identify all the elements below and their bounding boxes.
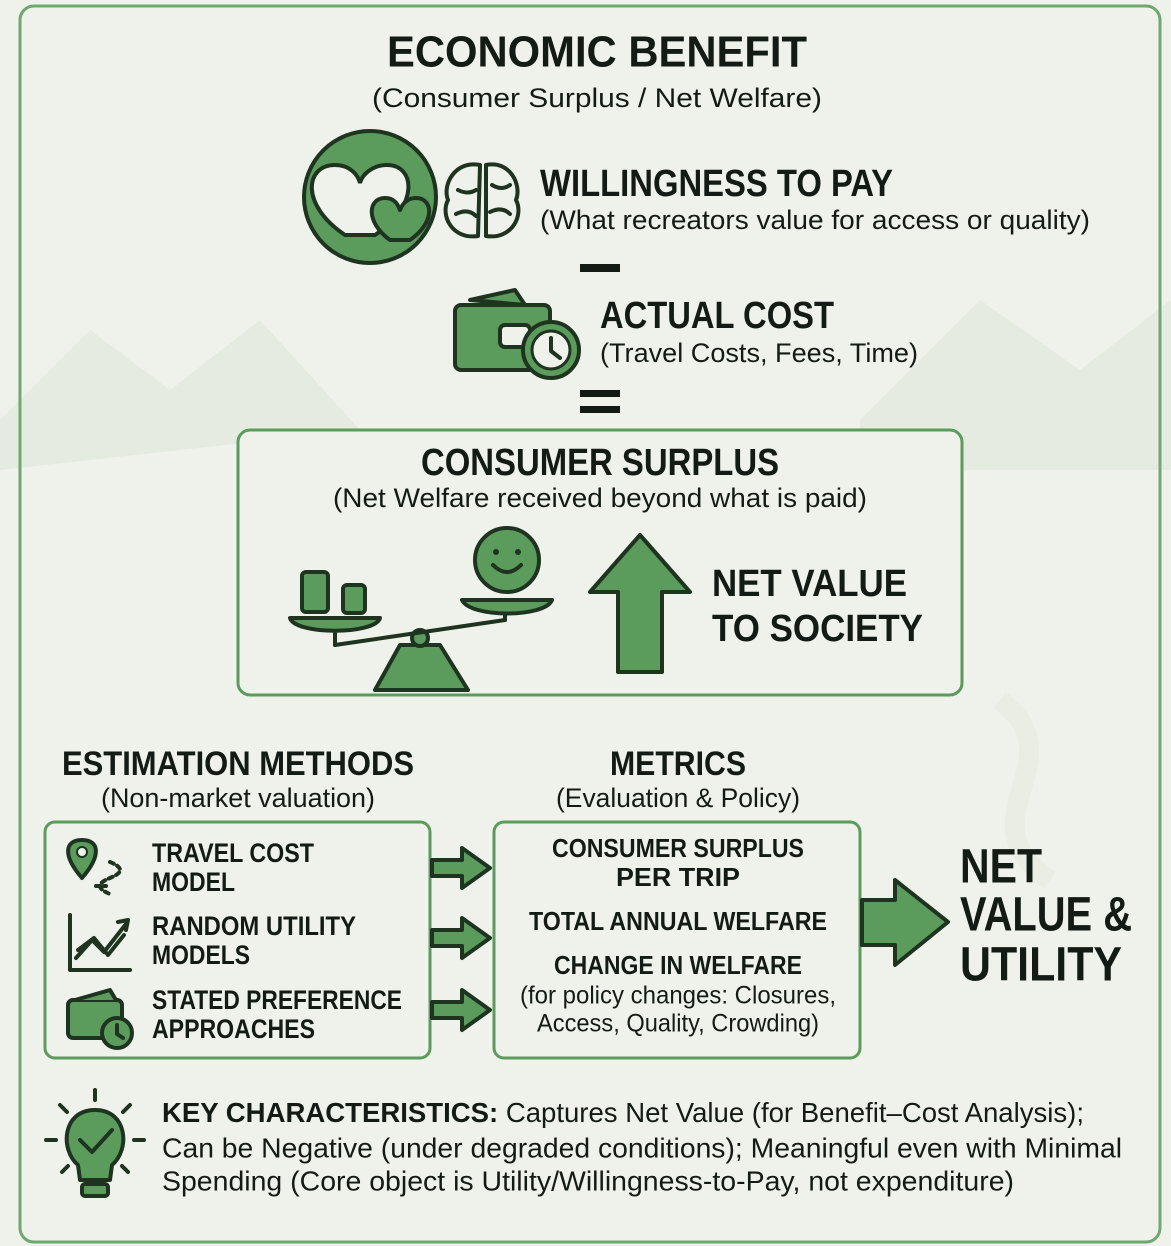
flow-arrows: [432, 848, 490, 1030]
lightbulb-icon-part: [82, 1184, 108, 1196]
metric-note: Access, Quality, Crowding): [537, 1010, 819, 1038]
metrics-subtitle: (Evaluation & Policy): [556, 783, 800, 813]
metric-line: PER TRIP: [616, 862, 740, 892]
result-line: NET: [960, 841, 1042, 894]
result-line: UTILITY: [960, 939, 1122, 992]
surplus-title: CONSUMER SURPLUS: [421, 442, 779, 484]
key-text: Captures Net Value (for Benefit–Cost Ana…: [506, 1097, 1084, 1128]
cost-title: ACTUAL COST: [600, 295, 834, 337]
result-line: VALUE &: [960, 889, 1132, 942]
minus-sign: [580, 264, 620, 272]
method-line: RANDOM UTILITY: [152, 911, 356, 941]
scale-icon-part: [475, 528, 539, 592]
method-line: APPROACHES: [152, 1014, 315, 1044]
metrics-title: METRICS: [610, 745, 746, 783]
methods-title: ESTIMATION METHODS: [62, 745, 414, 783]
scale-icon-part: [302, 572, 328, 612]
equals-sign-part: [580, 406, 620, 413]
net-value-line: TO SOCIETY: [712, 608, 923, 650]
metric-line: CONSUMER SURPLUS: [552, 833, 804, 863]
wtp-subtitle: (What recreators value for access or qua…: [540, 205, 1090, 235]
heart-icon: [304, 131, 436, 263]
method-line: MODELS: [152, 940, 250, 970]
method-line: STATED PREFERENCE: [152, 985, 402, 1015]
equals-sign-part: [580, 390, 620, 397]
map-pin-icon-part: [77, 847, 87, 857]
key-line: Spending (Core object is Utility/Willing…: [162, 1165, 1014, 1196]
method-line: MODEL: [152, 867, 235, 897]
key-line: KEY CHARACTERISTICS: Captures Net Value …: [162, 1097, 1084, 1128]
scale-icon-part: [515, 549, 521, 555]
key-line: Can be Negative (under degraded conditio…: [162, 1132, 1122, 1163]
infographic: ECONOMIC BENEFIT (Consumer Surplus / Net…: [0, 0, 1171, 1246]
net-value-line: NET VALUE: [712, 563, 907, 605]
scale-icon-part: [343, 585, 365, 613]
metric-line: TOTAL ANNUAL WELFARE: [529, 906, 827, 936]
methods-subtitle: (Non-market valuation): [101, 783, 375, 813]
scale-icon-part: [290, 618, 380, 631]
method-line: TRAVEL COST: [152, 838, 314, 868]
metric-note: (for policy changes: Closures,: [520, 982, 836, 1010]
wtp-title: WILLINGNESS TO PAY: [540, 163, 893, 205]
cost-subtitle: (Travel Costs, Fees, Time): [600, 338, 918, 368]
metric-line: CHANGE IN WELFARE: [554, 950, 802, 980]
title: ECONOMIC BENEFIT: [387, 28, 807, 77]
surplus-subtitle: (Net Welfare received beyond what is pai…: [333, 483, 867, 513]
subtitle: (Consumer Surplus / Net Welfare): [372, 83, 822, 113]
scale-icon-part: [493, 549, 499, 555]
key-label: KEY CHARACTERISTICS:: [162, 1097, 498, 1128]
